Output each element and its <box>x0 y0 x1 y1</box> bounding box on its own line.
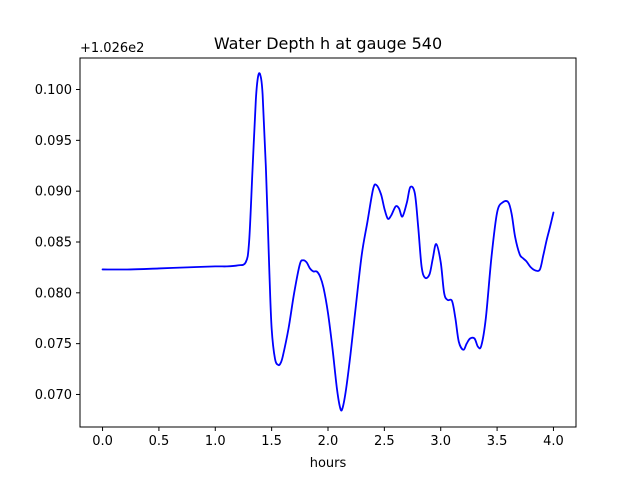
x-tick-label: 2.5 <box>374 434 395 449</box>
x-axis-label: hours <box>310 456 347 471</box>
y-tick-label: 0.075 <box>35 337 72 352</box>
y-tick-label: 0.085 <box>35 235 72 250</box>
plot-area-frame <box>79 57 577 428</box>
series-line-water-depth <box>101 72 555 412</box>
x-tick-label: 2.0 <box>318 434 339 449</box>
x-tick-label: 4.0 <box>543 434 564 449</box>
y-axis-offset-label: +1.026e2 <box>80 41 144 56</box>
y-tick-label: 0.095 <box>35 134 72 149</box>
x-tick-label: 0.5 <box>149 434 170 449</box>
x-tick-label: 1.0 <box>205 434 226 449</box>
x-tick-label: 3.5 <box>487 434 508 449</box>
y-tick-label: 0.080 <box>35 286 72 301</box>
y-tick-label: 0.070 <box>35 388 72 403</box>
chart-title: Water Depth h at gauge 540 <box>214 34 442 53</box>
x-tick-label: 1.5 <box>261 434 282 449</box>
x-axis-ticks: 0.0 0.5 1.0 1.5 2.0 2.5 3.0 3.5 4.0 <box>92 427 564 449</box>
y-tick-label: 0.100 <box>35 83 72 98</box>
y-axis-ticks: 0.070 0.075 0.080 0.085 0.090 0.095 0.100 <box>35 83 80 403</box>
y-tick-label: 0.090 <box>35 185 72 200</box>
x-tick-label: 3.0 <box>430 434 451 449</box>
x-tick-label: 0.0 <box>92 434 113 449</box>
